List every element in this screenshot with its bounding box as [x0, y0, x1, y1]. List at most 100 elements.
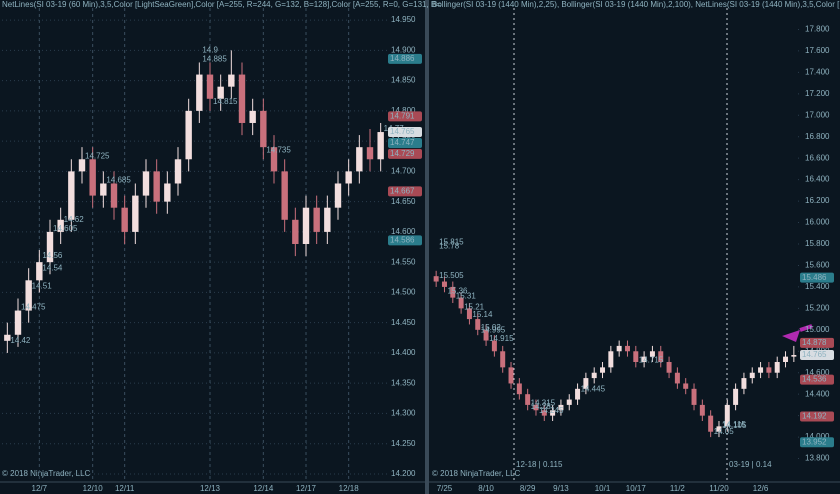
candle-body: [541, 410, 547, 416]
candle-body: [313, 207, 320, 232]
level-label: 14.105: [722, 421, 747, 430]
y-tick-label: 14.950: [391, 15, 416, 24]
x-tick-label: 12/14: [253, 484, 274, 493]
candle-body: [708, 415, 714, 432]
candle-body: [217, 86, 224, 99]
candle-body: [783, 356, 789, 362]
y-tick-label: 15.600: [805, 261, 830, 270]
candle-body: [185, 110, 192, 160]
price-marker: [800, 272, 834, 283]
rollover-label: 12-18 | 0.115: [516, 460, 563, 469]
y-tick-label: 17.600: [805, 46, 830, 55]
y-tick-label: 14.650: [391, 197, 416, 206]
candle-body: [508, 367, 514, 384]
y-tick-label: 14.800: [391, 106, 416, 115]
x-tick-label: 12/17: [296, 484, 317, 493]
candle-body: [691, 388, 697, 405]
level-label: 15.21: [464, 302, 485, 311]
y-tick-label: 14.700: [391, 166, 416, 175]
level-label: 15.505: [439, 271, 464, 280]
x-tick-label: 12/11: [115, 484, 135, 493]
y-tick-label: 16.000: [805, 218, 830, 227]
candle-body: [228, 74, 235, 87]
candle-body: [4, 334, 11, 341]
level-label: 14.54: [42, 263, 63, 272]
y-tick-label: 15.400: [805, 282, 830, 291]
candle-body: [458, 297, 464, 309]
level-label: 14.42: [10, 336, 31, 345]
y-tick-label: 15.800: [805, 239, 830, 248]
candle-body: [491, 340, 497, 352]
candle-body: [433, 276, 439, 282]
candle-body: [89, 159, 96, 196]
candle-body: [500, 351, 506, 368]
level-label: 14.315: [531, 398, 556, 407]
panel-divider: [425, 0, 429, 494]
candle-body: [46, 231, 54, 263]
y-tick-label: 16.400: [805, 175, 830, 184]
candle-body: [766, 367, 772, 373]
price-marker-label: 14.878: [802, 338, 827, 347]
level-label: 14.115: [722, 420, 746, 429]
level-label: 14.05: [714, 427, 735, 436]
candle-body: [356, 147, 363, 172]
candle-body: [78, 159, 86, 172]
candle-body: [558, 404, 564, 411]
candle-body: [196, 74, 203, 111]
level-label: 14.995: [481, 325, 506, 334]
level-label: 14.685: [106, 176, 131, 185]
y-tick-label: 17.000: [805, 110, 830, 119]
candle-body: [164, 183, 171, 202]
y-tick-label: 14.300: [391, 409, 416, 418]
level-label: 14.605: [53, 224, 78, 233]
candle-body: [550, 410, 556, 416]
level-label: 15.78: [439, 241, 460, 250]
x-tick-label: 10/17: [626, 484, 647, 493]
level-label: 15.31: [456, 292, 477, 301]
candle-body: [153, 171, 160, 202]
price-marker-label: 14.192: [802, 412, 827, 421]
y-tick-label: 17.400: [805, 67, 830, 76]
candle-body: [450, 286, 456, 298]
y-tick-label: 14.350: [391, 378, 416, 387]
level-label: 15.815: [439, 238, 464, 247]
candle-body: [249, 110, 256, 123]
y-tick-label: 14.200: [391, 469, 416, 478]
rollover-label: 03-19 | 0.14: [729, 460, 772, 469]
candle-body: [533, 404, 539, 411]
y-tick-label: 14.600: [391, 227, 416, 236]
y-tick-label: 14.400: [805, 389, 830, 398]
candle-body: [142, 171, 150, 196]
x-tick-label: 11/20: [709, 484, 729, 493]
y-tick-label: 14.400: [391, 348, 416, 357]
price-marker-label: 14.536: [802, 375, 827, 384]
candle-body: [260, 110, 267, 148]
candle-body: [110, 183, 118, 208]
price-marker-label: 14.586: [390, 235, 415, 244]
level-label: 14.62: [64, 215, 85, 224]
price-marker: [388, 235, 422, 246]
candle-body: [281, 171, 288, 220]
price-marker: [800, 437, 834, 448]
candle-body: [774, 362, 780, 373]
level-label: 14.475: [21, 303, 46, 312]
price-marker-label: 14.765: [390, 127, 415, 136]
level-label: 14.735: [266, 145, 291, 154]
x-tick-label: 10/1: [595, 484, 611, 493]
y-tick-label: 14.250: [391, 439, 416, 448]
candle-body: [334, 183, 342, 208]
candle-body: [174, 159, 182, 184]
price-marker-label: 13.952: [802, 437, 827, 446]
level-label: 14.715: [639, 356, 664, 365]
y-tick-label: 14.550: [391, 257, 416, 266]
y-tick-label: 16.200: [805, 196, 830, 205]
candle-body: [25, 280, 32, 311]
level-label: 14.9: [202, 45, 218, 54]
candle-body: [132, 195, 139, 232]
candle-body: [57, 219, 64, 232]
y-tick-label: 14.500: [391, 288, 416, 297]
level-label: 14.245: [539, 406, 564, 415]
candle-body: [345, 171, 352, 184]
candle-body: [68, 171, 75, 220]
